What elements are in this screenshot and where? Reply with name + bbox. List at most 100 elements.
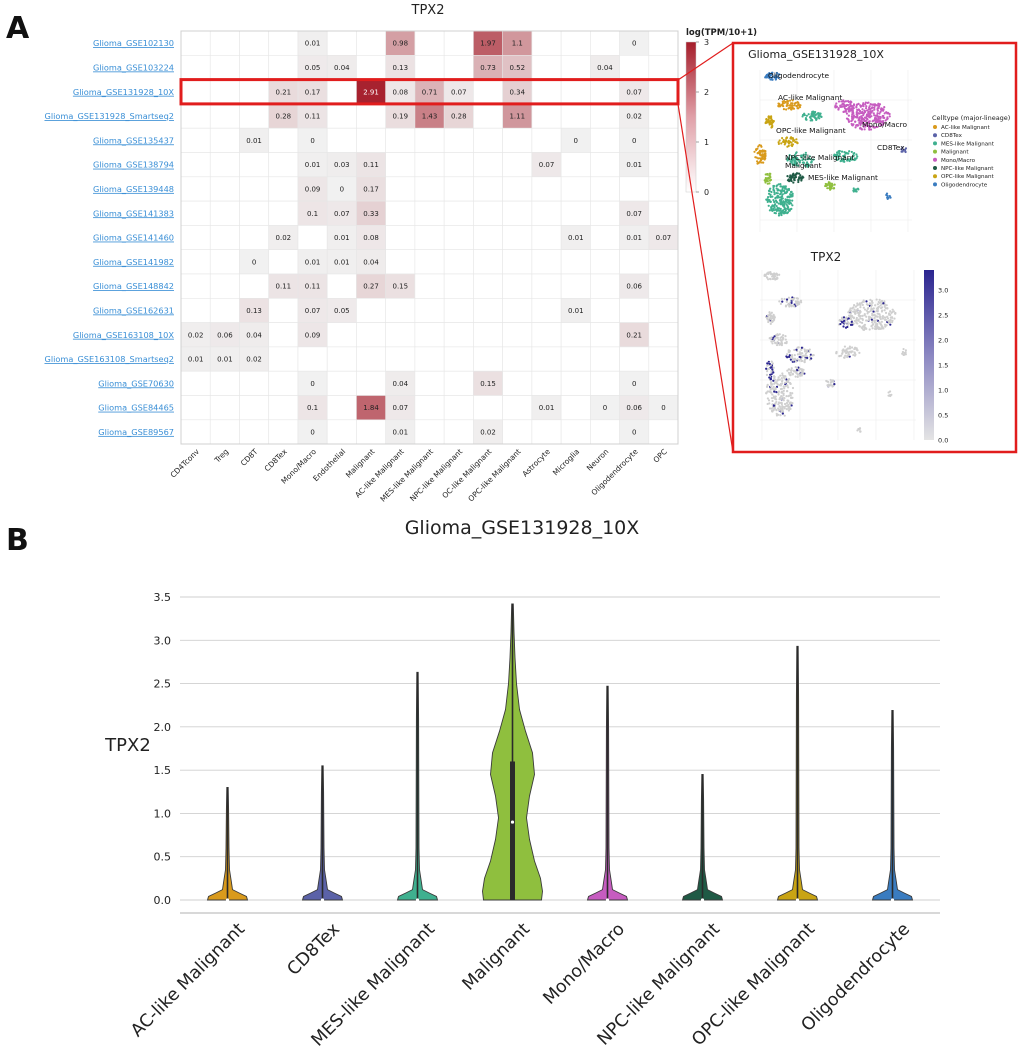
umap-point <box>841 105 844 108</box>
heatmap-cell <box>648 346 679 372</box>
heatmap-cell-value: 0.28 <box>276 113 292 121</box>
umap-point <box>835 351 838 354</box>
umap-point <box>778 300 781 303</box>
umap-point <box>883 305 886 308</box>
umap-point <box>770 190 773 194</box>
violin <box>396 671 439 902</box>
umap-point <box>787 368 790 371</box>
heatmap-cell <box>502 176 533 202</box>
umap-annotation: Oligodendrocyte <box>768 71 829 80</box>
heatmap-cell <box>385 297 416 323</box>
umap-point <box>787 371 791 374</box>
umap-point <box>854 126 857 129</box>
y-tick-label: 2.0 <box>154 721 172 734</box>
heatmap-cell-value: 0 <box>310 428 314 436</box>
umap-point <box>771 387 774 390</box>
celltype-label: OPC <box>651 447 668 464</box>
umap-point <box>796 375 799 378</box>
umap-point <box>880 124 883 127</box>
umap-point <box>772 366 775 369</box>
heatmap-cell <box>297 395 328 421</box>
umap-point <box>810 158 813 161</box>
umap-point <box>775 184 778 188</box>
heatmap-cell-value: 0.07 <box>393 404 409 412</box>
umap-point <box>789 194 792 197</box>
heatmap-cell <box>619 79 650 105</box>
dataset-link[interactable]: Glioma_GSE141460 <box>93 233 174 243</box>
dataset-link[interactable]: Glioma_GSE141383 <box>93 208 174 218</box>
umap-point <box>838 318 842 322</box>
umap-point <box>770 337 773 340</box>
dataset-link[interactable]: Glioma_GSE163108_Smartseq2 <box>44 354 174 364</box>
umap-point <box>842 99 845 102</box>
heatmap-cell-value: 0.27 <box>363 283 379 291</box>
umap-point <box>803 164 806 167</box>
dataset-link[interactable]: Glioma_GSE84465 <box>98 403 174 413</box>
dataset-link[interactable]: Glioma_GSE131928_10X <box>73 87 174 97</box>
legend-marker <box>933 149 937 154</box>
dataset-link[interactable]: Glioma_GSE131928_Smartseq2 <box>44 111 174 121</box>
celltype-label: NPC-like Malignant <box>408 447 464 503</box>
heatmap-cell <box>268 176 299 202</box>
dataset-link[interactable]: Glioma_GSE138794 <box>93 160 174 170</box>
umap-point <box>880 310 884 313</box>
umap-point <box>872 112 875 115</box>
umap-point <box>799 176 802 179</box>
umap-point <box>844 321 847 325</box>
dataset-link[interactable]: Glioma_GSE89567 <box>98 427 174 437</box>
umap-point <box>805 355 809 358</box>
umap-point <box>772 198 775 202</box>
umap-point <box>827 385 830 388</box>
dataset-link[interactable]: Glioma_GSE163108_10X <box>73 330 174 340</box>
umap-point <box>765 392 768 395</box>
umap-point <box>791 143 794 146</box>
umap-point <box>852 353 855 357</box>
umap-point <box>843 345 847 348</box>
heatmap-cell-value: 0.06 <box>626 283 642 291</box>
dataset-link[interactable]: Glioma_GSE102130 <box>93 38 174 48</box>
umap-point <box>864 103 867 106</box>
heatmap-cell-value: 0.73 <box>480 64 496 72</box>
dataset-link[interactable]: Glioma_GSE141982 <box>93 257 174 267</box>
umap-point <box>782 392 785 395</box>
umap-point <box>810 161 813 164</box>
legend-label: Malignant <box>941 150 969 156</box>
umap-point <box>869 111 872 114</box>
umap-point <box>782 189 785 192</box>
umap-point <box>790 136 793 139</box>
umap-point <box>768 362 771 366</box>
dataset-link[interactable]: Glioma_GSE70630 <box>98 378 174 388</box>
dataset-link[interactable]: Glioma_GSE162631 <box>93 305 174 315</box>
umap-point <box>769 172 772 175</box>
umap-point <box>777 338 780 341</box>
umap-point <box>883 106 886 109</box>
dataset-link[interactable]: Glioma_GSE135437 <box>93 135 174 145</box>
dataset-link[interactable]: Glioma_GSE148842 <box>93 281 174 291</box>
umap-point <box>777 403 780 406</box>
heatmap-cell-value: 0.04 <box>597 64 613 72</box>
heatmap-cell <box>502 395 533 421</box>
heatmap-cell <box>414 152 445 178</box>
umap-point <box>877 326 880 329</box>
umap-point <box>787 302 791 305</box>
umap-point <box>850 115 854 118</box>
heatmap-cell <box>297 370 328 396</box>
umap-point <box>884 325 887 328</box>
umap-point <box>773 338 776 341</box>
umap-point <box>856 155 859 158</box>
umap-point <box>804 151 807 154</box>
umap-point <box>777 390 781 393</box>
dataset-link[interactable]: Glioma_GSE103224 <box>93 62 174 72</box>
umap-point <box>770 360 773 363</box>
dataset-link[interactable]: Glioma_GSE139448 <box>93 184 174 194</box>
umap-point <box>800 179 803 182</box>
heatmap-cell <box>180 419 211 445</box>
umap-point <box>859 305 862 309</box>
heatmap-cell <box>239 249 270 275</box>
umap-point <box>775 343 779 347</box>
umap-point <box>765 385 769 388</box>
legend-marker <box>933 141 937 146</box>
heatmap-cell-value: 0.07 <box>305 307 321 315</box>
umap-point <box>852 112 855 115</box>
umap-point <box>882 302 885 305</box>
